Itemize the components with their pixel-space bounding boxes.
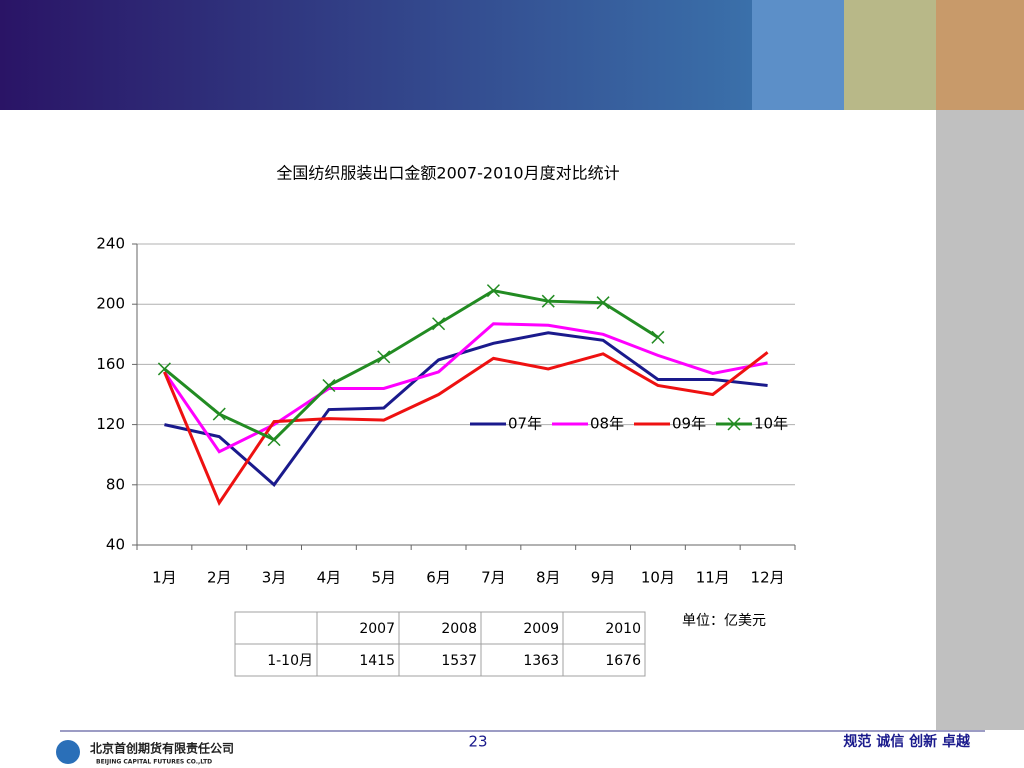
marker	[267, 433, 281, 447]
motto: 规范 诚信 创新 卓越	[843, 733, 971, 750]
marker	[212, 407, 226, 421]
table-text: 1537	[441, 653, 477, 669]
page-number: 23	[468, 733, 487, 751]
x-tick-label: 7月	[481, 569, 506, 587]
y-tick-label: 80	[106, 475, 125, 493]
x-tick-label: 8月	[536, 569, 561, 587]
header-image	[936, 0, 1024, 110]
x-tick-label: 12月	[751, 569, 785, 587]
plot: 40 80 120 160 200 240 1月 2月 3月 4月 5月 6月 7月 8月 9月 10月 11月…	[96, 235, 796, 587]
y-tick-label: 40	[106, 536, 125, 554]
table-text: 1415	[359, 653, 395, 669]
legend-label: 07年	[508, 415, 542, 433]
table-text: 1363	[523, 653, 559, 669]
series-line	[163, 322, 768, 454]
x-tick-label: 6月	[426, 569, 451, 587]
table-text: 2007	[359, 621, 395, 637]
x-tick-label: 2月	[207, 569, 232, 587]
x-tick-label: 1月	[152, 569, 177, 587]
x-tick-label: 9月	[591, 569, 616, 587]
x-tick-label: 3月	[262, 569, 287, 587]
marker	[377, 350, 391, 364]
company-name-en: BEIJING CAPITAL FUTURES CO.,LTD	[96, 759, 212, 766]
x-tick-label: 11月	[696, 569, 730, 587]
legend-marker	[727, 417, 741, 431]
marker	[486, 284, 500, 298]
table-text: 1-10月	[267, 653, 313, 669]
y-tick-label: 240	[96, 235, 125, 253]
logo	[56, 740, 80, 764]
company-name: 北京首创期货有限责任公司	[90, 741, 234, 756]
marker	[651, 330, 665, 344]
chart-title: 全国纺织服装出口金额2007-2010月度对比统计	[276, 164, 619, 183]
unit-label: 单位：亿美元	[682, 613, 766, 629]
marker	[596, 296, 610, 310]
marker	[432, 317, 446, 331]
header-band	[0, 0, 752, 110]
x-tick-label: 10月	[641, 569, 675, 587]
y-tick-label: 160	[96, 355, 125, 373]
table-text: 2009	[523, 621, 559, 637]
table: 2007 2008 2009 2010 1-10月 1415 1537 1363 1676	[234, 611, 646, 677]
legend-label: 10年	[754, 415, 788, 433]
legend-label: 09年	[672, 415, 706, 433]
marker	[157, 362, 171, 376]
x-tick-label: 4月	[317, 569, 342, 587]
table-text: 2008	[441, 621, 477, 637]
header-image	[752, 0, 844, 110]
header-image	[844, 0, 936, 110]
marker	[322, 378, 336, 393]
y-tick-label: 120	[96, 415, 125, 433]
table-text: 2010	[605, 621, 641, 637]
marker	[541, 294, 555, 308]
x-tick-label: 5月	[371, 569, 396, 587]
y-tick-label: 200	[96, 295, 125, 313]
legend-label: 08年	[590, 415, 624, 433]
table-cell	[562, 643, 646, 677]
series-line	[163, 289, 659, 442]
series-line	[164, 331, 768, 488]
table-text: 1676	[605, 653, 641, 669]
side-bar	[936, 110, 1024, 730]
